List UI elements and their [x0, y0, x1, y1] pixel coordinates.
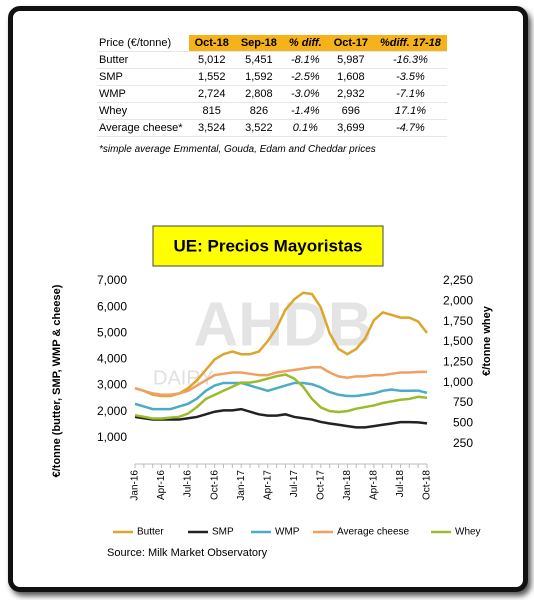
table-cell: 2,808	[234, 85, 283, 103]
x-tick-label: Jan-17	[236, 470, 247, 501]
table-cell: -7.1%	[373, 85, 447, 103]
x-tick-label: Jul-16	[183, 470, 194, 498]
x-tick-label: Jan-16	[130, 470, 141, 501]
x-tick-label: Jan-18	[342, 470, 353, 501]
table-cell: 5,451	[234, 51, 283, 69]
y2-tick-label: 1,000	[443, 375, 473, 389]
x-tick-label: Apr-18	[369, 470, 380, 500]
table-cell: Butter	[97, 51, 189, 69]
legend-label: WMP	[275, 527, 300, 538]
x-tick-label: Oct-17	[315, 470, 326, 500]
series-line	[134, 407, 428, 429]
table-row: WMP 2,724 2,808 -3.0% 2,932 -7.1%	[97, 85, 447, 103]
table-cell: -3.5%	[373, 68, 447, 86]
table-cell: -3.0%	[282, 85, 328, 103]
series-line	[134, 366, 428, 396]
frame: Price (€/tonne) Oct-18 Sep-18% diff. Oct-17…	[8, 6, 528, 592]
legend-label: Whey	[455, 527, 481, 538]
table-cell: Oct-18	[188, 35, 235, 52]
legend-label: Average cheese	[337, 527, 410, 538]
table-cell: Price (€/tonne)	[97, 35, 189, 52]
x-tick-label: Oct-16	[209, 470, 220, 500]
y2-tick-label: 1,500	[443, 334, 473, 348]
table-cell: 5,987	[327, 51, 374, 69]
table-cell: 3,522	[234, 119, 283, 137]
x-tick-label: Jul-18	[395, 470, 406, 498]
table-cell: 815	[188, 102, 235, 120]
table-row: Butter 5,012 5,451 -8.1% 5,987 -16.3%	[97, 51, 447, 69]
table-cell: Average cheese*	[97, 119, 189, 137]
table-note: *simple average Emmental, Gouda, Edam an…	[99, 144, 376, 155]
series-line	[134, 381, 428, 411]
table-cell: Oct-17	[327, 35, 374, 52]
table-row: SMP 1,552 1,592 -2.5% 1,608 -3.5%	[97, 68, 447, 86]
y2-tick-label: 250	[453, 436, 473, 450]
table-cell: 2,724	[188, 85, 235, 103]
chart-title: UE: Precios Mayoristas	[174, 236, 363, 255]
y-tick-label: 4,000	[97, 352, 127, 366]
title-box	[152, 225, 384, 267]
table-cell: 3,699	[327, 119, 374, 137]
table-row: Price (€/tonne) Oct-18 Sep-18% diff. Oct-17…	[97, 35, 447, 52]
table-cell: SMP	[97, 68, 189, 86]
table-row: Average cheese* 3,524 3,522 0.1% 3,699 -4.7%	[97, 119, 447, 137]
table-cell: %diff. 17-18	[373, 35, 447, 52]
y-tick-label: 2,000	[97, 404, 127, 418]
table-cell: Sep-18	[234, 35, 283, 52]
y2-tick-label: 1,750	[443, 314, 473, 328]
table-cell: 826	[234, 102, 283, 120]
table-cell: WMP	[97, 85, 189, 103]
y-axis-label: €/tonne (butter, SMP, WMP & cheese)	[51, 284, 63, 477]
table-cell: 696	[327, 102, 374, 120]
table-cell: 3,524	[188, 119, 235, 137]
x-tick-label: Apr-16	[156, 470, 167, 500]
x-tick-label: Jul-17	[289, 470, 300, 498]
price-table: Price (€/tonne) Oct-18 Sep-18% diff. Oct-17…	[97, 35, 447, 137]
table-cell: 1,608	[327, 68, 374, 86]
legend-label: SMP	[212, 527, 234, 538]
table-cell: -1.4%	[282, 102, 328, 120]
y-tick-label: 5,000	[97, 325, 127, 339]
x-tick-label: Apr-17	[262, 470, 273, 500]
watermark: AHDB	[193, 290, 372, 359]
y2-tick-label: 750	[453, 395, 473, 409]
y2-axis-label: €/tonne whey	[481, 305, 493, 376]
y2-tick-label: 2,000	[443, 294, 473, 308]
table-cell: -8.1%	[282, 51, 328, 69]
y2-tick-label: 2,250	[443, 273, 473, 287]
chart: UE: Precios Mayoristas AHDB DAIRY €/tonn…	[51, 225, 493, 559]
legend-label: Butter	[137, 527, 164, 538]
table-cell: Whey	[97, 102, 189, 120]
table-cell: 5,012	[188, 51, 235, 69]
source: Source: Milk Market Observatory	[107, 547, 268, 559]
table-cell: 2,932	[327, 85, 374, 103]
y-tick-label: 6,000	[97, 299, 127, 313]
table-row: Whey 815 826 -1.4% 696 17.1%	[97, 102, 447, 120]
y-tick-label: 1,000	[97, 430, 127, 444]
y-tick-label: 3,000	[97, 378, 127, 392]
y-tick-label: 7,000	[97, 273, 127, 287]
table-cell: % diff.	[282, 35, 328, 52]
table-cell: 1,592	[234, 68, 283, 86]
table-cell: 0.1%	[282, 119, 328, 137]
series-line	[134, 291, 428, 398]
table-cell: 17.1%	[373, 102, 447, 120]
table-cell: 1,552	[188, 68, 235, 86]
table-cell: -4.7%	[373, 119, 447, 137]
y2-tick-label: 1,250	[443, 355, 473, 369]
x-tick-label: Oct-18	[422, 470, 433, 500]
table-cell: -2.5%	[282, 68, 328, 86]
table-cell: -16.3%	[373, 51, 447, 69]
y2-tick-label: 500	[453, 416, 473, 430]
series-line	[134, 373, 428, 420]
